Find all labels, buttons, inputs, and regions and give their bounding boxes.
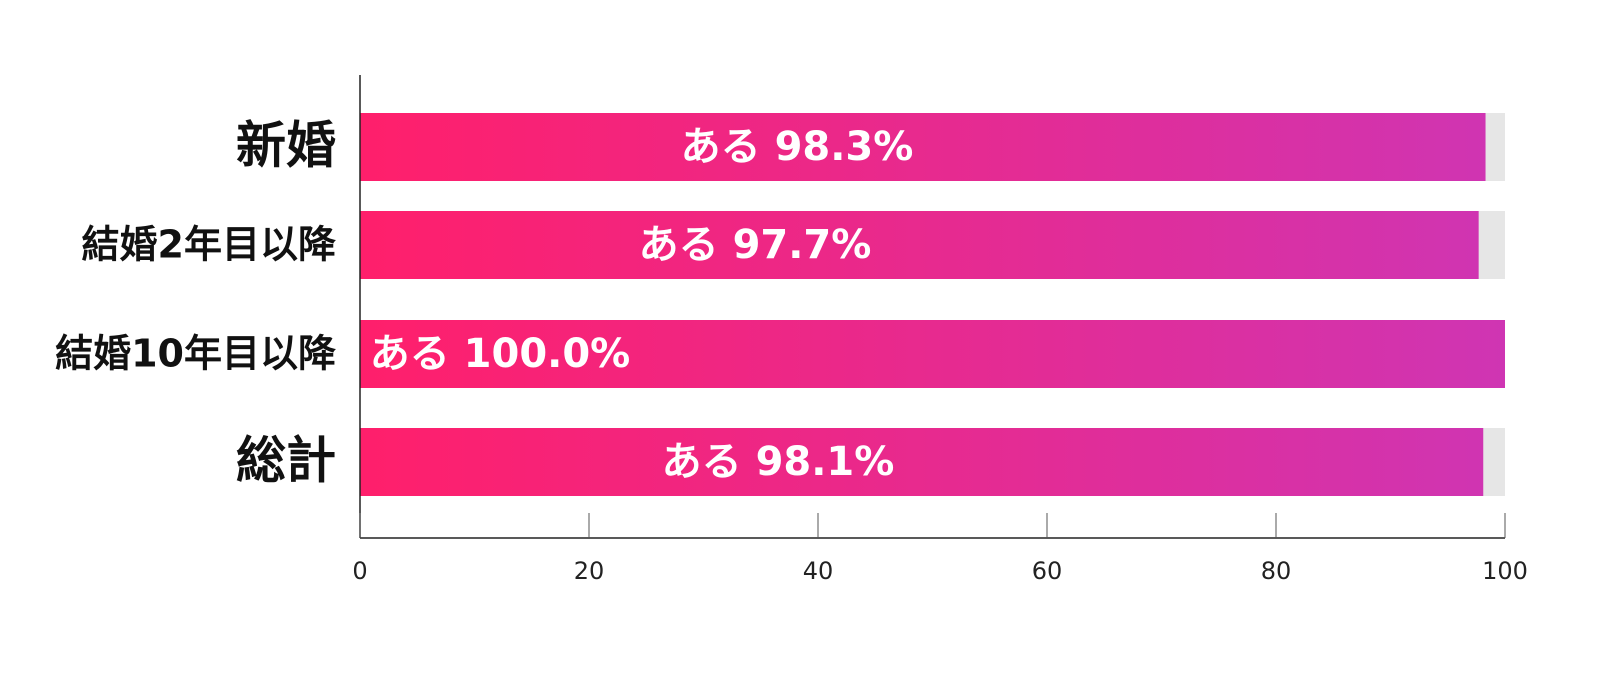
category-label: 総計 [236,432,336,490]
x-tick-label: 80 [1261,557,1292,585]
bar [360,113,1486,181]
value-label: ある 98.1% [662,439,895,485]
value-label: ある 97.7% [639,222,872,268]
category-label: 結婚10年目以降 [55,332,336,376]
x-tick-label: 60 [1032,557,1063,585]
value-label: ある 100.0% [370,331,631,377]
bar [360,211,1479,279]
x-tick-label: 20 [574,557,605,585]
x-tick-label: 100 [1482,557,1528,585]
bar [360,428,1484,496]
category-label: 結婚2年目以降 [82,223,336,267]
value-label: ある 98.3% [681,124,914,170]
x-tick-label: 40 [803,557,834,585]
x-tick-label: 0 [352,557,367,585]
bar [360,320,1505,388]
category-label: 新婚 [236,117,336,175]
